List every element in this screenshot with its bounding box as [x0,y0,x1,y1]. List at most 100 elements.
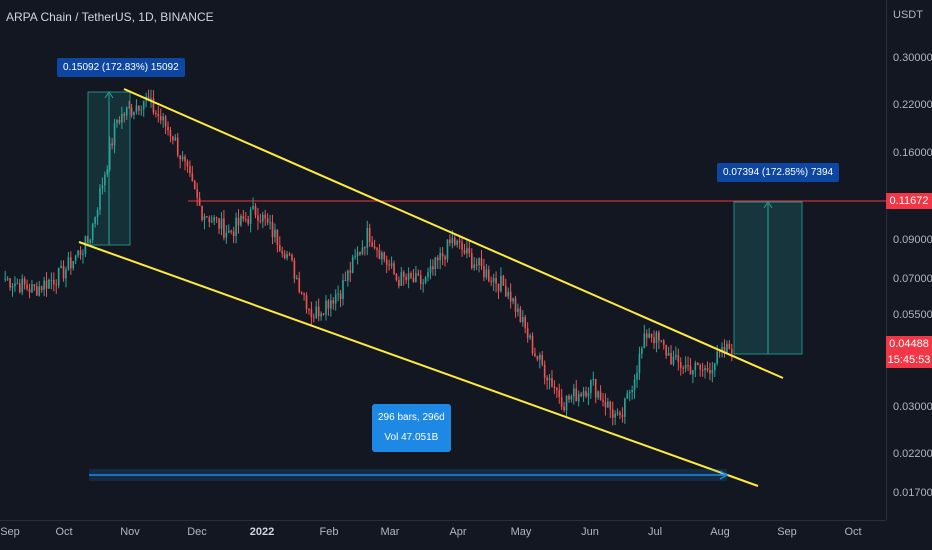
candle-body [305,295,308,309]
candle-body [451,237,454,244]
candle-body [388,264,390,266]
candle-body [383,252,386,260]
measure-arrowhead-2 [763,201,773,209]
candle-body [553,386,556,388]
candle-body [28,288,31,293]
candle-body [325,300,327,315]
candle-body [332,300,335,304]
candle-body [546,377,548,381]
candle-body [271,222,274,238]
candle-body [485,269,488,278]
candle-body [26,284,28,289]
candle-body [684,365,687,369]
candle-body [57,267,60,286]
candle-body [349,270,352,273]
candle-body [402,272,405,277]
candle-body [111,143,113,146]
candle-body [393,263,395,274]
candle-body [495,277,497,284]
time-tick: Apr [449,526,467,538]
candle-body [458,240,461,243]
candle-body [201,205,203,220]
candle-body [701,369,704,371]
time-tick: Dec [187,526,207,538]
candle-body [210,220,213,223]
candle-body [500,275,502,292]
candle-body [468,248,471,254]
candle-body [687,365,689,367]
candle-body [53,279,55,285]
candle-body [381,252,383,260]
candle-body [247,219,250,224]
candle-body [193,180,196,190]
candle-body [526,328,529,338]
candle-body [376,248,378,250]
candle-body [427,272,429,278]
candle-body [244,219,247,221]
candle-body [461,242,463,251]
last-price-tag: 0.04488 [886,336,932,352]
candle-body [470,253,473,269]
candle-body [660,340,663,342]
candle-body [507,291,510,297]
candle-body [534,353,536,356]
candle-body [548,378,551,381]
candle-body [439,253,441,261]
candle-body [72,261,75,269]
candle-body [662,340,665,345]
candle-body [415,273,417,282]
measure-label-2[interactable]: 0.07394 (172.85%) 7394 [717,163,840,182]
candle-body [672,356,675,365]
candle-body [650,333,653,338]
candle-body [636,372,638,380]
candle-body [208,217,211,223]
candle-body [441,253,444,257]
price-tick: 0.07000 [893,272,932,285]
candle-body [424,277,427,283]
candle-body [60,265,62,268]
candle-body [206,216,208,218]
candle-body [159,116,162,121]
candle-body [713,363,716,371]
candle-body [670,352,672,365]
candle-body [203,216,206,220]
date-range-bars: 296 bars, 296d [378,412,445,423]
candle-body [322,313,325,315]
candle-body [21,278,24,293]
candle-body [174,137,177,141]
candle-body [689,365,692,375]
candle-body [675,355,677,357]
candle-body [405,276,407,281]
candle-body [696,362,699,366]
candle-body [624,398,626,417]
candle-body [327,300,330,309]
candle-body [410,273,412,278]
candle-body [543,364,546,378]
candle-body [339,293,342,299]
candle-body [142,100,145,110]
measure-label-1[interactable]: 0.15092 (172.83%) 15092 [57,58,185,77]
candle-body [33,284,36,287]
candle-body [176,137,179,156]
candle-body [658,332,660,341]
candle-body [655,332,658,344]
candle-body [692,370,694,375]
bar-countdown-tag: 15:45:53 [886,352,932,368]
candle-body [407,273,410,281]
candle-body [682,367,684,369]
candle-body [577,394,580,402]
candle-body [128,107,130,109]
candle-body [310,309,313,318]
candle-body [723,347,726,354]
candle-body [487,269,490,281]
date-range-label[interactable]: 296 bars, 296d Vol 47.051B [372,404,451,452]
candle-body [230,230,233,232]
candle-body [604,401,607,408]
candle-body [223,218,225,238]
time-tick: 2022 [249,526,275,538]
candle-body [179,155,181,160]
candle-body [91,223,94,241]
candle-body [385,259,388,265]
candle-body [356,252,359,256]
